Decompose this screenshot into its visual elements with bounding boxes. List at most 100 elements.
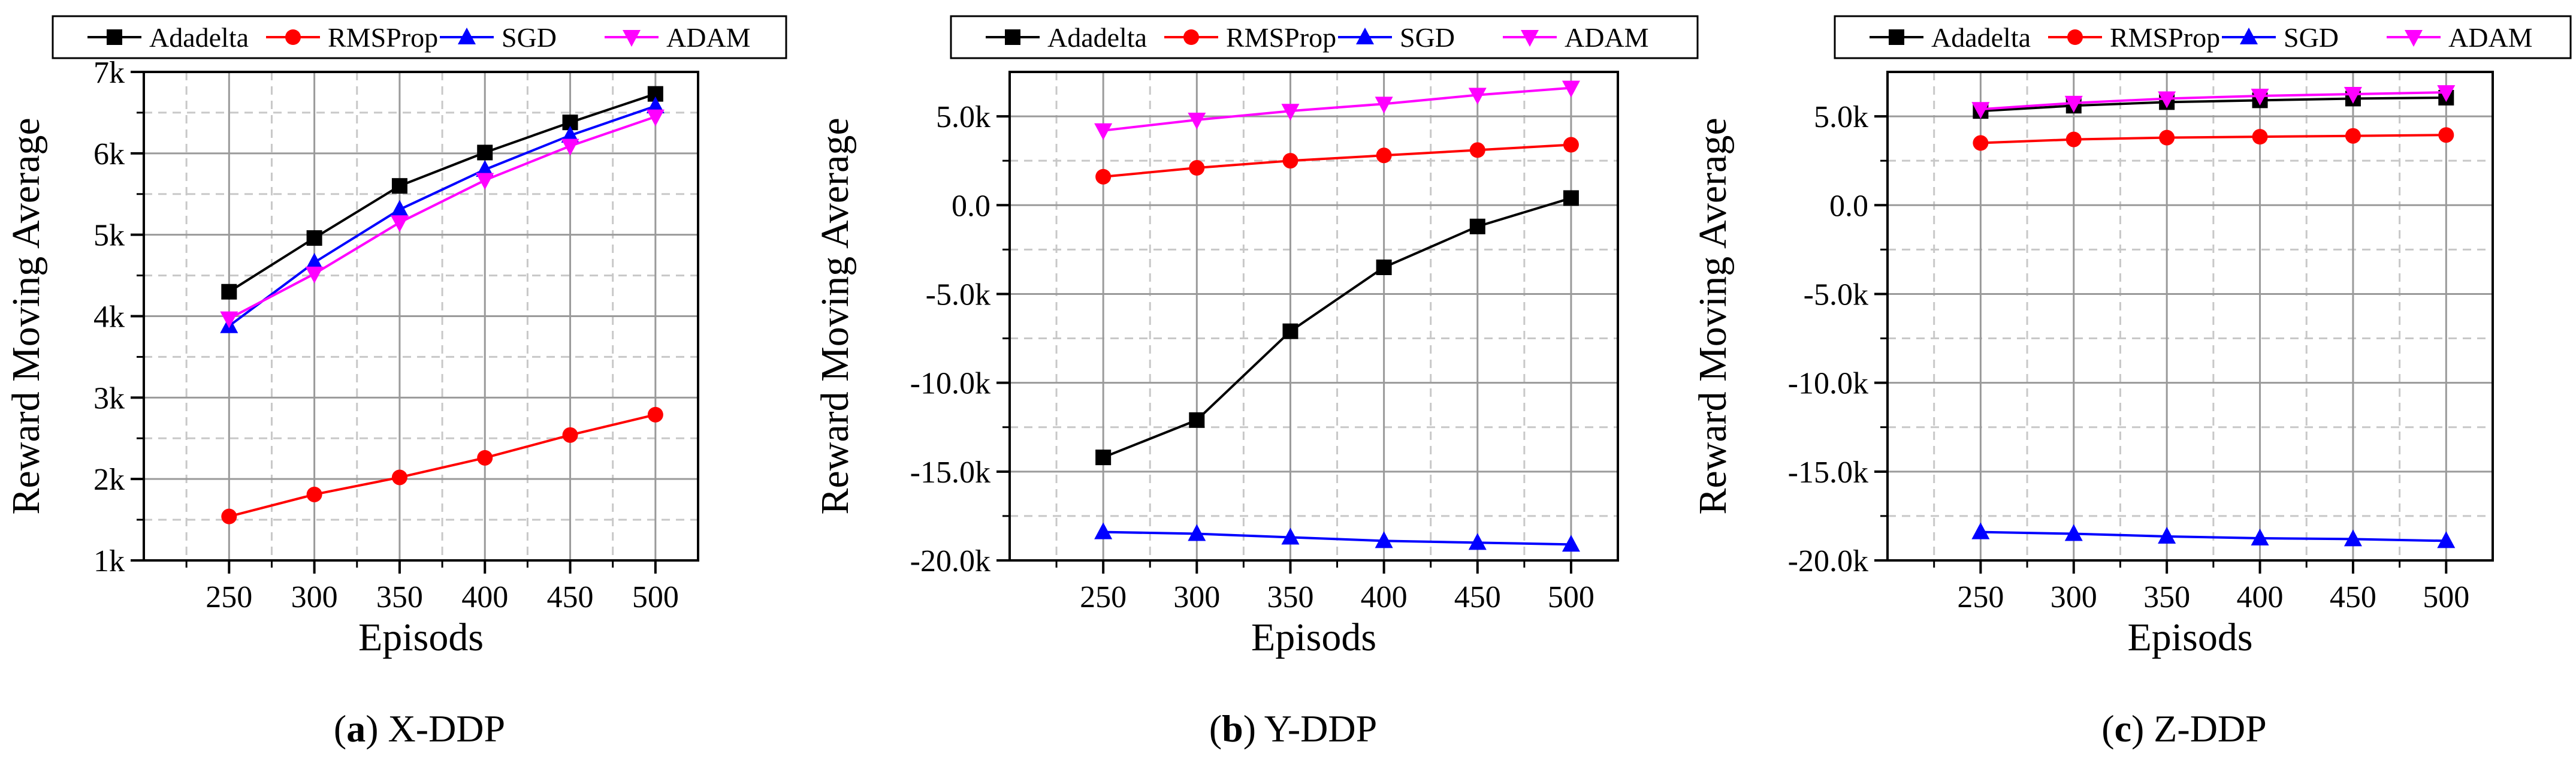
x-tick-label: 400 [2237,580,2284,614]
y-tick-label: 7k [93,56,125,90]
legend-box [950,15,1699,59]
legend-marker [1183,29,1199,45]
data-point-adadelta [1563,190,1579,206]
y-tick-label: 5.0k [936,100,990,134]
series-line-adadelta [1103,197,1572,459]
x-tick-label: 450 [2330,580,2376,614]
x-tick-label: 400 [1361,580,1408,614]
legend-marker [2067,29,2083,45]
legend: Adadelta RMSProp SGD ADAM [950,15,1699,59]
series-line-adam [1103,86,1572,132]
y-tick-label: 0.0 [952,189,990,223]
data-point-sgd [1562,535,1580,552]
data-point-adadelta [1469,218,1485,234]
legend-label: ADAM [1565,22,1649,53]
legend-label: SGD [1400,22,1455,53]
series-adadelta [221,86,663,300]
x-tick-label: 450 [1454,580,1501,614]
legend-item-sgd: SGD [1338,22,1455,53]
legend-label: SGD [2284,22,2339,53]
data-point-adam [1468,88,1487,105]
data-point-rmsprop [477,450,493,466]
data-point-adam [305,266,324,284]
series-line-rmsprop [1103,143,1572,178]
legend-item-adam: ADAM [1503,22,1649,53]
series-line-adam [228,115,656,320]
legend-label: RMSProp [1226,22,1336,53]
data-point-sgd [1188,524,1206,541]
data-point-adam [2344,87,2362,104]
data-point-rmsprop [1376,147,1392,164]
legend-marker [107,29,122,45]
y-tick-label: 3k [93,381,125,415]
x-tick-label: 500 [2423,580,2469,614]
legend: Adadelta RMSProp SGD ADAM [1834,15,2572,59]
series-adadelta [1095,190,1579,466]
data-point-sgd [305,252,324,270]
series-rmsprop [1973,127,2454,151]
data-point-rmsprop [2438,127,2454,143]
data-point-sgd [2158,526,2176,544]
y-tick-label: -20.0k [910,544,990,578]
legend-item-sgd: SGD [2222,22,2339,53]
legend-box [52,15,787,59]
y-tick-label: -5.0k [1804,278,1868,312]
legend-marker [2405,30,2423,47]
x-tick-label: 350 [376,580,423,614]
data-point-rmsprop [2159,129,2175,146]
data-point-sgd [1281,527,1300,545]
chart-panel-2: -20.0k -15.0k -10.0k -5.0k 0.0 5.0k 250 300 350 4… [813,15,1699,750]
data-point-rmsprop [1973,135,1989,151]
legend-label: SGD [502,22,557,53]
data-point-adam [390,215,409,233]
x-axis-title: Episods [1251,616,1376,659]
x-tick-label: 400 [461,580,508,614]
data-point-rmsprop [2065,131,2082,147]
plot-frame [1008,71,1619,562]
panel-caption: (b) Y-DDP [1209,707,1377,750]
legend-item-adadelta: Adadelta [1870,22,2031,53]
x-axis-title: Episods [2127,616,2252,659]
data-point-adadelta [391,178,407,194]
data-point-rmsprop [647,406,663,423]
legend-label: Adadelta [1047,22,1147,53]
data-point-adadelta [477,144,493,161]
series-rmsprop [1095,137,1579,185]
series-line-adadelta [228,92,656,293]
series-line-rmsprop [1980,134,2447,144]
legend-label: Adadelta [1931,22,2031,53]
data-point-adam [1562,80,1580,98]
data-point-adam [1281,104,1300,121]
y-tick-label: -15.0k [1788,456,1868,490]
data-point-sgd [2251,528,2269,545]
legend-marker [1356,28,1374,44]
legend-marker [1005,29,1020,45]
data-point-rmsprop [1563,137,1579,153]
series-sgd [220,96,665,333]
x-tick-label: 500 [1548,580,1594,614]
series-sgd [1971,522,2456,548]
grid [1010,72,1618,560]
data-point-sgd [2437,531,2456,548]
data-point-adam [1094,123,1113,140]
legend-item-adadelta: Adadelta [986,22,1147,53]
legend-label: ADAM [666,22,751,53]
data-point-rmsprop [306,486,322,502]
y-tick-label: 5k [93,219,125,253]
legend-item-rmsprop: RMSProp [266,22,438,53]
data-point-sgd [1094,522,1113,539]
series-adam [220,109,665,328]
data-point-rmsprop [1095,168,1112,185]
x-tick-label: 250 [1957,580,2004,614]
data-point-adadelta [1095,450,1112,466]
series-line-rmsprop [228,413,656,518]
data-point-rmsprop [2252,129,2268,145]
series-line-sgd [1980,530,2447,542]
legend-box [1834,15,2572,59]
data-point-sgd [646,96,665,114]
y-tick-label: -10.0k [1788,367,1868,401]
plot-frame [1886,71,2494,562]
data-point-rmsprop [221,508,237,524]
series-rmsprop [221,406,663,524]
